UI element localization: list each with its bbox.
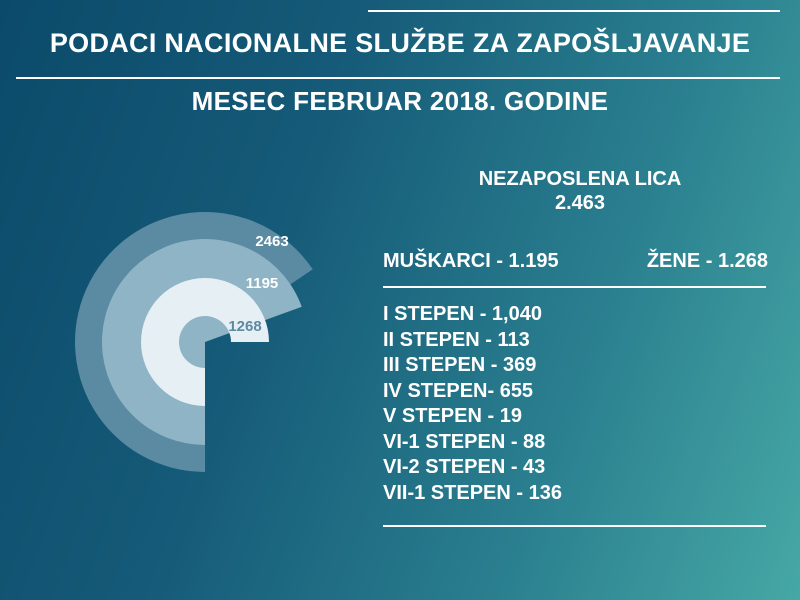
education-levels-list: I STEPEN - 1,040 II STEPEN - 113 III STE… bbox=[383, 302, 562, 506]
level-item: V STEPEN - 19 bbox=[383, 405, 522, 427]
radial-bar-chart: 2463 1195 1268 bbox=[74, 212, 313, 472]
page-title: PODACI NACIONALNE SLUŽBE ZA ZAPOŠLJAVANJ… bbox=[49, 28, 751, 58]
bottom-rule bbox=[383, 525, 766, 527]
level-item: VI-1 STEPEN - 88 bbox=[383, 430, 546, 453]
rings-layer bbox=[74, 212, 313, 472]
level-item: I STEPEN - 1,040 bbox=[383, 303, 542, 325]
ring-label-2463: 2463 bbox=[255, 233, 288, 250]
level-item: II STEPEN - 113 bbox=[383, 328, 530, 351]
unemployed-total: 2.463 bbox=[554, 192, 606, 214]
level-item: VII-1 STEPEN - 136 bbox=[383, 481, 562, 504]
summary-rule bbox=[383, 286, 766, 288]
women-count: ŽENE - 1.268 bbox=[646, 250, 768, 272]
ring-label-1195: 1195 bbox=[246, 275, 279, 292]
title-rule bbox=[16, 77, 780, 79]
level-item: IV STEPEN- 655 bbox=[383, 379, 534, 402]
level-item: VI-2 STEPEN - 43 bbox=[383, 456, 546, 478]
ring-bar-1195 bbox=[102, 239, 302, 445]
level-item: III STEPEN - 369 bbox=[383, 354, 537, 376]
unemployed-label: NEZAPOSLENA LICA bbox=[478, 168, 682, 190]
ring-label-1268: 1268 bbox=[228, 318, 261, 335]
ring-labels-layer: 2463 1195 1268 bbox=[228, 233, 288, 335]
top-rule bbox=[368, 10, 780, 12]
ring-bar-1268 bbox=[141, 278, 269, 406]
page-subtitle: MESEC FEBRUAR 2018. GODINE bbox=[191, 86, 609, 116]
men-count: MUŠKARCI - 1.195 bbox=[383, 250, 559, 272]
